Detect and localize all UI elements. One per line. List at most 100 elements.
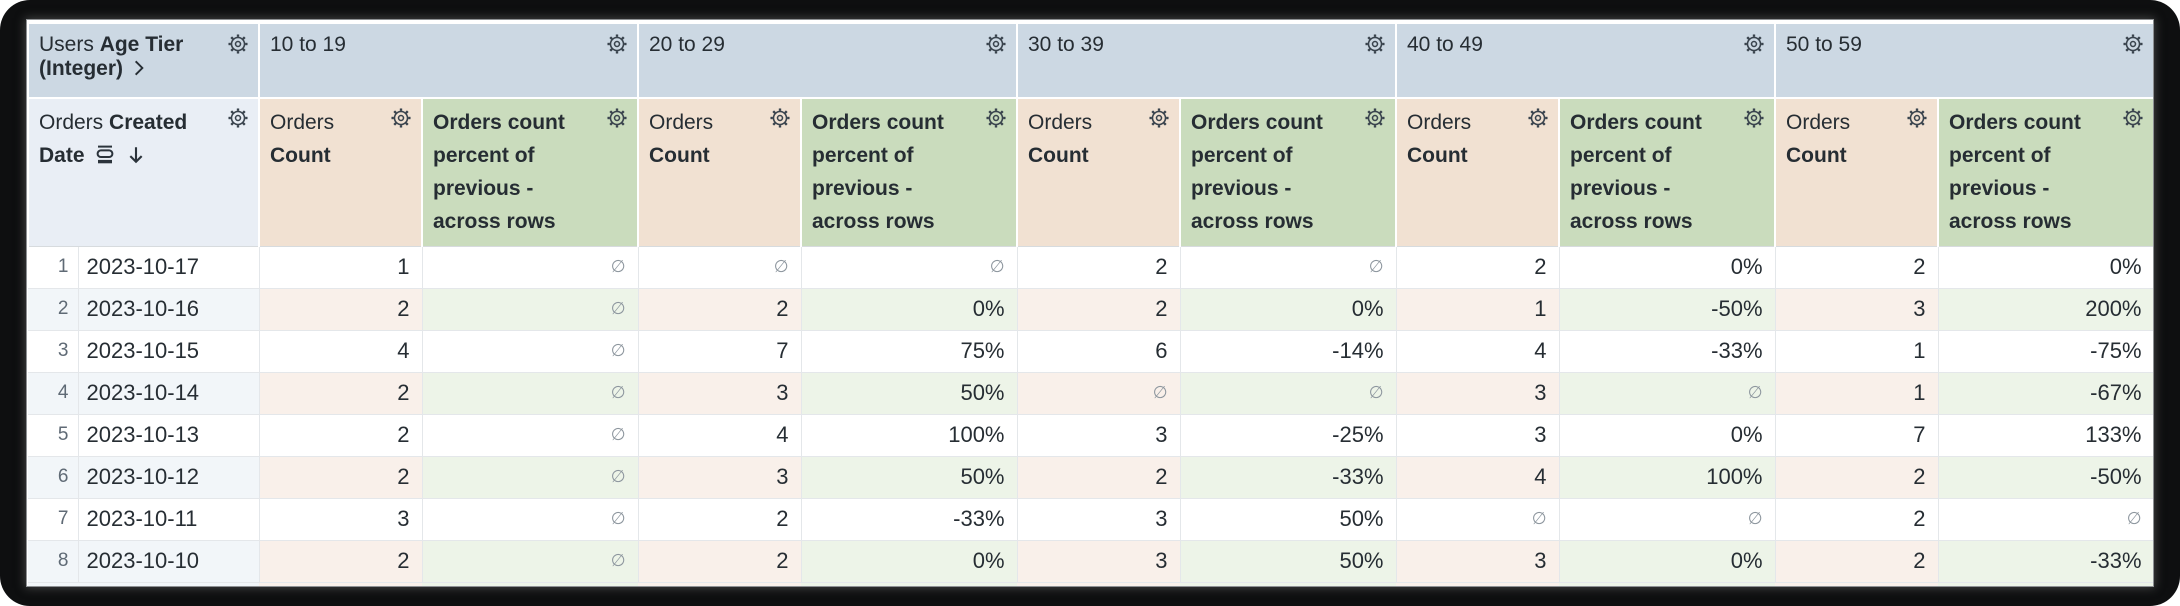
- gear-icon[interactable]: [985, 107, 1007, 129]
- date-cell[interactable]: 2023-10-10: [77, 539, 260, 583]
- count-column-header[interactable]: Orders Count: [258, 97, 423, 247]
- gear-icon[interactable]: [1364, 107, 1386, 129]
- date-cell[interactable]: 2023-10-12: [77, 455, 260, 499]
- count-cell[interactable]: 3: [637, 455, 802, 499]
- count-cell[interactable]: 3: [1395, 413, 1560, 457]
- count-cell[interactable]: ∅: [637, 245, 802, 289]
- count-cell[interactable]: 2: [637, 497, 802, 541]
- percent-cell[interactable]: ∅: [421, 455, 639, 499]
- count-cell[interactable]: 3: [258, 497, 423, 541]
- count-cell[interactable]: 2: [1774, 539, 1939, 583]
- chevron-right-icon[interactable]: [129, 58, 149, 78]
- percent-cell[interactable]: 50%: [800, 371, 1018, 415]
- count-cell[interactable]: 3: [1016, 497, 1181, 541]
- percent-cell[interactable]: 75%: [800, 329, 1018, 373]
- count-cell[interactable]: 2: [637, 287, 802, 331]
- count-cell[interactable]: 3: [1016, 539, 1181, 583]
- count-cell[interactable]: 3: [1395, 539, 1560, 583]
- date-cell[interactable]: 2023-10-17: [77, 245, 260, 289]
- percent-cell[interactable]: 200%: [1937, 287, 2153, 331]
- gear-icon[interactable]: [227, 107, 249, 129]
- gear-icon[interactable]: [606, 33, 628, 55]
- percent-cell[interactable]: ∅: [1179, 245, 1397, 289]
- gear-icon[interactable]: [1527, 107, 1549, 129]
- percent-cell[interactable]: 0%: [1937, 245, 2153, 289]
- gear-icon[interactable]: [985, 33, 1007, 55]
- percent-cell[interactable]: 0%: [800, 539, 1018, 583]
- count-cell[interactable]: 2: [1395, 245, 1560, 289]
- percent-cell[interactable]: -75%: [1937, 329, 2153, 373]
- count-column-header[interactable]: Orders Count: [1774, 97, 1939, 247]
- count-cell[interactable]: 2: [258, 455, 423, 499]
- percent-cell[interactable]: ∅: [800, 245, 1018, 289]
- percent-cell[interactable]: 0%: [1558, 413, 1776, 457]
- percent-cell[interactable]: -33%: [1558, 329, 1776, 373]
- gear-icon[interactable]: [1906, 107, 1928, 129]
- date-cell[interactable]: 2023-10-15: [77, 329, 260, 373]
- gear-icon[interactable]: [1743, 33, 1765, 55]
- pivot-header[interactable]: 50 to 59: [1774, 22, 2153, 99]
- gear-icon[interactable]: [1743, 107, 1765, 129]
- count-cell[interactable]: 4: [637, 413, 802, 457]
- corner-header[interactable]: Users Age Tier (Integer): [27, 22, 260, 99]
- count-cell[interactable]: 2: [1774, 245, 1939, 289]
- percent-cell[interactable]: 0%: [1558, 245, 1776, 289]
- gear-icon[interactable]: [606, 107, 628, 129]
- count-cell[interactable]: 3: [1016, 413, 1181, 457]
- count-cell[interactable]: 7: [1774, 413, 1939, 457]
- row-dimension-header[interactable]: Orders Created Date: [27, 97, 260, 247]
- percent-cell[interactable]: ∅: [1558, 497, 1776, 541]
- count-cell[interactable]: 1: [1395, 287, 1560, 331]
- count-cell[interactable]: 7: [637, 329, 802, 373]
- percent-cell[interactable]: 133%: [1937, 413, 2153, 457]
- count-cell[interactable]: 4: [1395, 455, 1560, 499]
- percent-cell[interactable]: ∅: [421, 371, 639, 415]
- percent-column-header[interactable]: Orders count percent of previous - acros…: [421, 97, 639, 247]
- count-column-header[interactable]: Orders Count: [1016, 97, 1181, 247]
- pivot-header[interactable]: 30 to 39: [1016, 22, 1397, 99]
- percent-cell[interactable]: -33%: [800, 497, 1018, 541]
- count-cell[interactable]: 2: [258, 413, 423, 457]
- percent-cell[interactable]: 0%: [1558, 539, 1776, 583]
- count-cell[interactable]: 1: [258, 245, 423, 289]
- percent-cell[interactable]: ∅: [1937, 497, 2153, 541]
- percent-cell[interactable]: -33%: [1179, 455, 1397, 499]
- count-cell[interactable]: 2: [1016, 455, 1181, 499]
- percent-cell[interactable]: -50%: [1558, 287, 1776, 331]
- gear-icon[interactable]: [227, 33, 249, 55]
- percent-cell[interactable]: 0%: [1179, 287, 1397, 331]
- percent-column-header[interactable]: Orders count percent of previous - acros…: [1937, 97, 2153, 247]
- count-cell[interactable]: 2: [1774, 455, 1939, 499]
- count-cell[interactable]: 2: [258, 371, 423, 415]
- count-column-header[interactable]: Orders Count: [637, 97, 802, 247]
- percent-cell[interactable]: 0%: [800, 287, 1018, 331]
- percent-cell[interactable]: 50%: [1179, 539, 1397, 583]
- percent-cell[interactable]: ∅: [421, 287, 639, 331]
- percent-cell[interactable]: ∅: [421, 329, 639, 373]
- gear-icon[interactable]: [2122, 107, 2144, 129]
- count-column-header[interactable]: Orders Count: [1395, 97, 1560, 247]
- date-cell[interactable]: 2023-10-16: [77, 287, 260, 331]
- count-cell[interactable]: 1: [1774, 371, 1939, 415]
- gear-icon[interactable]: [2122, 33, 2144, 55]
- percent-cell[interactable]: -67%: [1937, 371, 2153, 415]
- percent-cell[interactable]: -50%: [1937, 455, 2153, 499]
- percent-cell[interactable]: 100%: [1558, 455, 1776, 499]
- percent-cell[interactable]: -14%: [1179, 329, 1397, 373]
- count-cell[interactable]: 2: [1016, 287, 1181, 331]
- percent-column-header[interactable]: Orders count percent of previous - acros…: [1179, 97, 1397, 247]
- count-cell[interactable]: 2: [258, 287, 423, 331]
- pivot-header[interactable]: 10 to 19: [258, 22, 639, 99]
- count-cell[interactable]: 1: [1774, 329, 1939, 373]
- count-cell[interactable]: 3: [1395, 371, 1560, 415]
- count-cell[interactable]: 6: [1016, 329, 1181, 373]
- count-cell[interactable]: 2: [1774, 497, 1939, 541]
- percent-cell[interactable]: 50%: [1179, 497, 1397, 541]
- count-cell[interactable]: 4: [1395, 329, 1560, 373]
- count-cell[interactable]: 4: [258, 329, 423, 373]
- pivot-header[interactable]: 40 to 49: [1395, 22, 1776, 99]
- count-cell[interactable]: 2: [637, 539, 802, 583]
- percent-cell[interactable]: ∅: [421, 413, 639, 457]
- date-cell[interactable]: 2023-10-14: [77, 371, 260, 415]
- date-cell[interactable]: 2023-10-11: [77, 497, 260, 541]
